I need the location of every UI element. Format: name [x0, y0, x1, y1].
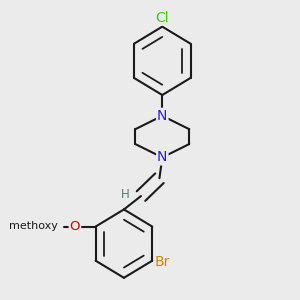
Text: O: O	[70, 220, 80, 233]
Text: H: H	[121, 188, 130, 201]
Text: Cl: Cl	[155, 11, 169, 25]
Text: N: N	[157, 109, 167, 123]
Text: Br: Br	[155, 255, 170, 269]
Text: methoxy: methoxy	[9, 221, 58, 231]
Text: N: N	[157, 150, 167, 164]
